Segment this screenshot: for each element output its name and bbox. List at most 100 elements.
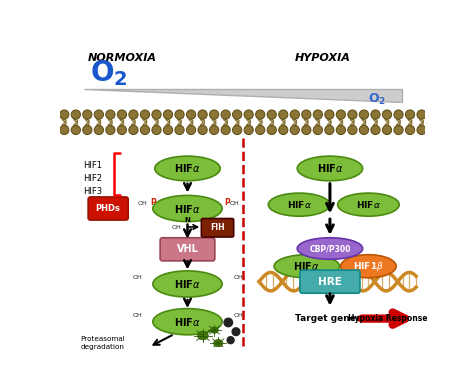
Circle shape: [198, 110, 207, 119]
Text: HIF$\alpha$: HIF$\alpha$: [287, 199, 311, 210]
Circle shape: [348, 125, 357, 135]
Circle shape: [186, 125, 196, 135]
Text: N: N: [184, 217, 191, 223]
Text: HIF$\alpha$: HIF$\alpha$: [174, 202, 201, 214]
Text: CBP/P300: CBP/P300: [309, 244, 351, 253]
Circle shape: [210, 110, 219, 119]
Text: HIF$\alpha$: HIF$\alpha$: [174, 278, 201, 290]
Circle shape: [417, 125, 426, 135]
Circle shape: [140, 125, 150, 135]
Circle shape: [313, 125, 322, 135]
Circle shape: [325, 110, 334, 119]
Circle shape: [83, 125, 92, 135]
Circle shape: [383, 125, 392, 135]
Text: HIF$\alpha$: HIF$\alpha$: [317, 163, 343, 174]
Circle shape: [186, 110, 196, 119]
Circle shape: [405, 125, 415, 135]
FancyBboxPatch shape: [300, 270, 360, 293]
Circle shape: [267, 110, 276, 119]
Text: OH: OH: [230, 200, 239, 206]
Circle shape: [221, 125, 230, 135]
FancyBboxPatch shape: [88, 197, 128, 220]
Ellipse shape: [153, 308, 222, 335]
Circle shape: [233, 110, 242, 119]
Text: HIF$\alpha$: HIF$\alpha$: [356, 199, 381, 210]
Circle shape: [117, 125, 127, 135]
Ellipse shape: [268, 193, 330, 216]
Ellipse shape: [297, 238, 363, 259]
Text: HYPOXIA: HYPOXIA: [294, 53, 350, 63]
Circle shape: [152, 125, 161, 135]
Circle shape: [301, 110, 311, 119]
Ellipse shape: [337, 193, 399, 216]
Text: $\mathbf{O_2}$: $\mathbf{O_2}$: [90, 58, 128, 88]
Ellipse shape: [214, 340, 223, 347]
Text: PHDs: PHDs: [96, 204, 120, 213]
Text: P: P: [150, 198, 155, 207]
Circle shape: [83, 110, 92, 119]
Circle shape: [175, 110, 184, 119]
Ellipse shape: [153, 271, 222, 297]
Circle shape: [140, 110, 150, 119]
Ellipse shape: [341, 255, 396, 278]
Text: HIF$\alpha$: HIF$\alpha$: [293, 260, 320, 272]
FancyBboxPatch shape: [201, 218, 234, 237]
Polygon shape: [83, 89, 402, 102]
Circle shape: [348, 110, 357, 119]
Circle shape: [279, 125, 288, 135]
Text: OH: OH: [234, 275, 244, 280]
Circle shape: [152, 110, 161, 119]
Circle shape: [60, 110, 69, 119]
Circle shape: [94, 125, 103, 135]
Ellipse shape: [198, 331, 208, 340]
Text: HIF$\alpha$: HIF$\alpha$: [174, 163, 201, 174]
Circle shape: [233, 125, 242, 135]
Text: HIF1$\beta$: HIF1$\beta$: [353, 260, 384, 273]
Circle shape: [94, 110, 103, 119]
Circle shape: [394, 110, 403, 119]
Text: $\mathbf{O_2}$: $\mathbf{O_2}$: [368, 92, 387, 107]
Circle shape: [129, 110, 138, 119]
Circle shape: [227, 337, 234, 344]
Circle shape: [383, 110, 392, 119]
Circle shape: [279, 110, 288, 119]
Text: OH: OH: [172, 225, 182, 230]
Text: HRE: HRE: [318, 277, 342, 287]
Text: Hypoxia Response: Hypoxia Response: [348, 314, 428, 323]
Circle shape: [255, 125, 265, 135]
FancyBboxPatch shape: [160, 238, 215, 261]
Circle shape: [336, 110, 346, 119]
Circle shape: [255, 110, 265, 119]
Text: FIH: FIH: [210, 223, 225, 232]
Ellipse shape: [210, 327, 219, 333]
Circle shape: [371, 125, 380, 135]
Text: OH: OH: [133, 275, 143, 280]
Circle shape: [244, 125, 253, 135]
Circle shape: [164, 125, 173, 135]
Circle shape: [371, 110, 380, 119]
Text: OH: OH: [133, 313, 143, 318]
Text: P: P: [225, 198, 230, 207]
Circle shape: [394, 125, 403, 135]
Circle shape: [359, 110, 369, 119]
Circle shape: [301, 125, 311, 135]
Text: Proteasomal
degradation: Proteasomal degradation: [81, 335, 125, 349]
Circle shape: [117, 110, 127, 119]
Circle shape: [106, 125, 115, 135]
Circle shape: [106, 110, 115, 119]
Circle shape: [71, 110, 81, 119]
Text: OH: OH: [234, 313, 244, 318]
Circle shape: [313, 110, 322, 119]
Circle shape: [210, 125, 219, 135]
Circle shape: [175, 125, 184, 135]
Circle shape: [417, 110, 426, 119]
Circle shape: [71, 125, 81, 135]
Circle shape: [198, 125, 207, 135]
Text: HIF$\alpha$: HIF$\alpha$: [174, 316, 201, 328]
Circle shape: [336, 125, 346, 135]
Ellipse shape: [153, 195, 222, 222]
Circle shape: [224, 318, 233, 327]
Ellipse shape: [274, 255, 339, 278]
Circle shape: [244, 110, 253, 119]
Text: Target genes: Target genes: [295, 314, 362, 323]
